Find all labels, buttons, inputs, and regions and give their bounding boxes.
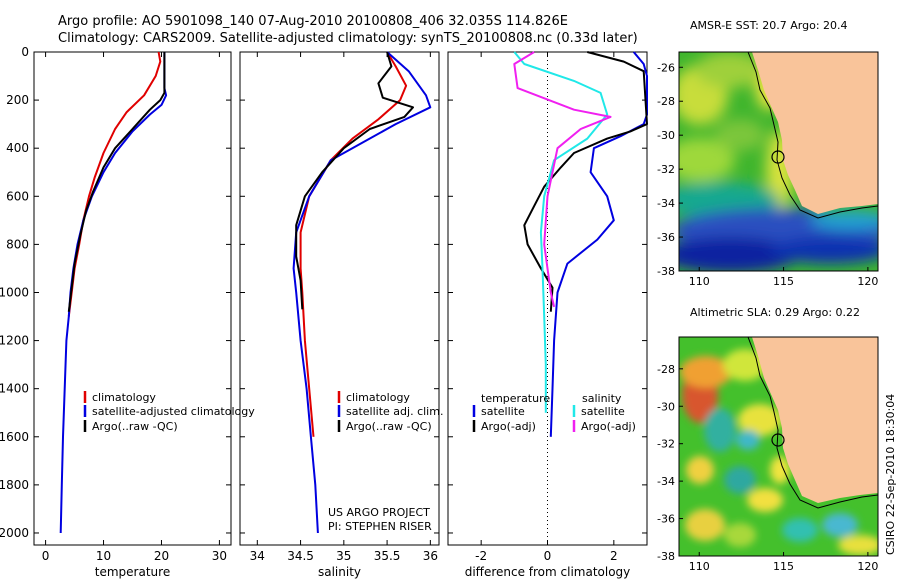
salinity-panel: 34 34.5 35 35.5 36 salinity xyxy=(239,51,440,579)
x-axis-label: difference from climatology xyxy=(465,565,631,579)
map-x-tick-label: 120 xyxy=(857,275,878,288)
y-tick-label: 1000 xyxy=(0,285,29,299)
map-ticks: 110 115 120 -28 -30 -32 -34 -36 -38 xyxy=(657,363,878,573)
sla-field xyxy=(679,337,878,556)
y-tick-label: 1200 xyxy=(0,334,29,348)
argo-location-marker xyxy=(771,433,785,447)
legend-label: climatology xyxy=(346,391,410,404)
series-line-argo-raw-qc xyxy=(295,51,414,310)
project-annotation: US ARGO PROJECT xyxy=(328,506,430,519)
y-tick-label: 800 xyxy=(6,237,29,251)
figure-title-line1: Argo profile: AO 5901098_140 07-Aug-2010… xyxy=(58,14,568,29)
plot-frame xyxy=(447,51,648,546)
series-line-satellite-adjusted-climatology xyxy=(59,52,168,534)
map-y-tick-label: -26 xyxy=(657,61,675,74)
map-title: AMSR-E SST: 20.7 Argo: 20.4 xyxy=(690,19,848,32)
legend-title-temperature: temperature xyxy=(481,392,550,405)
sst-map: AMSR-E SST: 20.7 Argo: 20.4 110 115 120 -26 xyxy=(657,19,879,288)
map-y-tick-label: -36 xyxy=(657,231,675,244)
legend-label: Argo(-adj) xyxy=(581,420,636,433)
land-mass xyxy=(752,337,878,503)
bathymetry-contour xyxy=(747,337,878,509)
map-y-tick-label: -28 xyxy=(657,95,675,108)
x-tick-label: 10 xyxy=(96,549,111,563)
map-y-tick-label: -34 xyxy=(657,197,675,210)
x-tick-label: -2 xyxy=(475,549,487,563)
x-tick-label: 34 xyxy=(250,549,265,563)
legend-label: Argo(..raw -QC) xyxy=(346,420,432,433)
series-line-salinity-satellite xyxy=(513,51,609,413)
series-line-satellite-adj-clim xyxy=(292,51,432,534)
x-tick-label: 20 xyxy=(154,549,169,563)
map-title: Altimetric SLA: 0.29 Argo: 0.22 xyxy=(690,306,860,319)
map-y-tick-label: -36 xyxy=(657,513,675,526)
series-line-salinity-argo-adj xyxy=(513,51,612,308)
legend-label: Argo(-adj) xyxy=(481,420,536,433)
series-line-temperature-satellite xyxy=(549,51,648,437)
x-tick-label: 34.5 xyxy=(287,549,314,563)
figure-title-line2: Climatology: CARS2009. Satellite-adjuste… xyxy=(58,31,638,46)
argo-location-marker xyxy=(771,150,785,164)
difference-panel: -2 0 2 difference from climatology xyxy=(447,51,648,579)
series-line-argo-raw-qc xyxy=(67,52,166,312)
map-y-tick-label: -32 xyxy=(657,163,675,176)
bathymetry-contour xyxy=(747,52,878,219)
y-tick-label: 1600 xyxy=(0,430,29,444)
creation-stamp: CSIRO 22-Sep-2010 18:30:04 xyxy=(884,394,897,555)
legend-label: climatology xyxy=(92,391,156,404)
temperature-panel: 0 10 20 30 temperature 0 200 400 600 800 1000 1200 1… xyxy=(0,45,232,579)
series-line-climatology xyxy=(299,51,408,437)
y-tick-label: 1800 xyxy=(0,478,29,492)
x-tick-label: 0 xyxy=(42,549,50,563)
sla-map: Altimetric SLA: 0.29 Argo: 0.22 xyxy=(657,306,879,573)
x-tick-label: 36 xyxy=(423,549,438,563)
plot-frame xyxy=(239,51,440,546)
x-axis-label: salinity xyxy=(318,565,361,579)
map-x-tick-label: 115 xyxy=(773,275,794,288)
y-tick-label: 2000 xyxy=(0,526,29,540)
x-tick-label: 2 xyxy=(610,549,618,563)
x-tick-label: 0 xyxy=(544,549,552,563)
map-y-tick-label: -38 xyxy=(657,265,675,278)
map-frame xyxy=(678,51,879,272)
salinity-legend: climatology satellite adj. clim. Argo(..… xyxy=(337,391,443,433)
map-frame xyxy=(678,336,879,557)
x-axis-label: temperature xyxy=(95,565,170,579)
x-tick-label: 30 xyxy=(212,549,227,563)
legend-label: satellite adj. clim. xyxy=(346,405,443,418)
sst-field xyxy=(679,52,878,271)
plot-frame xyxy=(33,51,232,546)
legend-label: satellite-adjusted climatology xyxy=(92,405,255,418)
legend-label: satellite xyxy=(581,405,625,418)
map-x-tick-label: 115 xyxy=(773,560,794,573)
legend-title-salinity: salinity xyxy=(582,392,622,405)
map-y-tick-label: -38 xyxy=(657,550,675,563)
series-line-climatology xyxy=(67,51,162,317)
series-line-temperature-argo-adj xyxy=(523,51,648,312)
map-y-tick-label: -32 xyxy=(657,438,675,451)
x-tick-label: 35.5 xyxy=(374,549,401,563)
map-y-tick-label: -30 xyxy=(657,129,675,142)
x-tick-label: 35 xyxy=(336,549,351,563)
y-tick-label: 200 xyxy=(6,93,29,107)
map-x-tick-label: 120 xyxy=(857,560,878,573)
map-y-tick-label: -28 xyxy=(657,363,675,376)
temperature-legend: climatology satellite-adjusted climatolo… xyxy=(83,391,255,433)
map-y-tick-label: -30 xyxy=(657,400,675,413)
map-x-tick-label: 110 xyxy=(689,275,710,288)
y-tick-label: 400 xyxy=(6,141,29,155)
map-y-tick-label: -34 xyxy=(657,475,675,488)
y-tick-label: 600 xyxy=(6,189,29,203)
y-tick-label: 1400 xyxy=(0,382,29,396)
y-tick-label: 0 xyxy=(21,45,29,59)
pi-annotation: PI: STEPHEN RISER xyxy=(328,520,432,533)
difference-legend: temperature salinity satellite Argo(-adj… xyxy=(472,392,636,433)
map-x-tick-label: 110 xyxy=(689,560,710,573)
map-ticks: 110 115 120 -26 -28 -30 -32 -34 -36 -38 xyxy=(657,61,878,288)
legend-label: satellite xyxy=(481,405,525,418)
legend-label: Argo(..raw -QC) xyxy=(92,420,178,433)
land-mass xyxy=(752,52,878,214)
